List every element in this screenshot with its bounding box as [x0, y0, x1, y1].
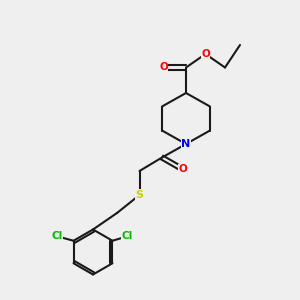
Text: Cl: Cl — [51, 231, 63, 241]
Text: N: N — [182, 139, 190, 149]
Text: Cl: Cl — [122, 231, 133, 241]
Text: S: S — [136, 190, 143, 200]
Text: O: O — [178, 164, 188, 175]
Text: O: O — [201, 49, 210, 59]
Text: O: O — [159, 62, 168, 73]
